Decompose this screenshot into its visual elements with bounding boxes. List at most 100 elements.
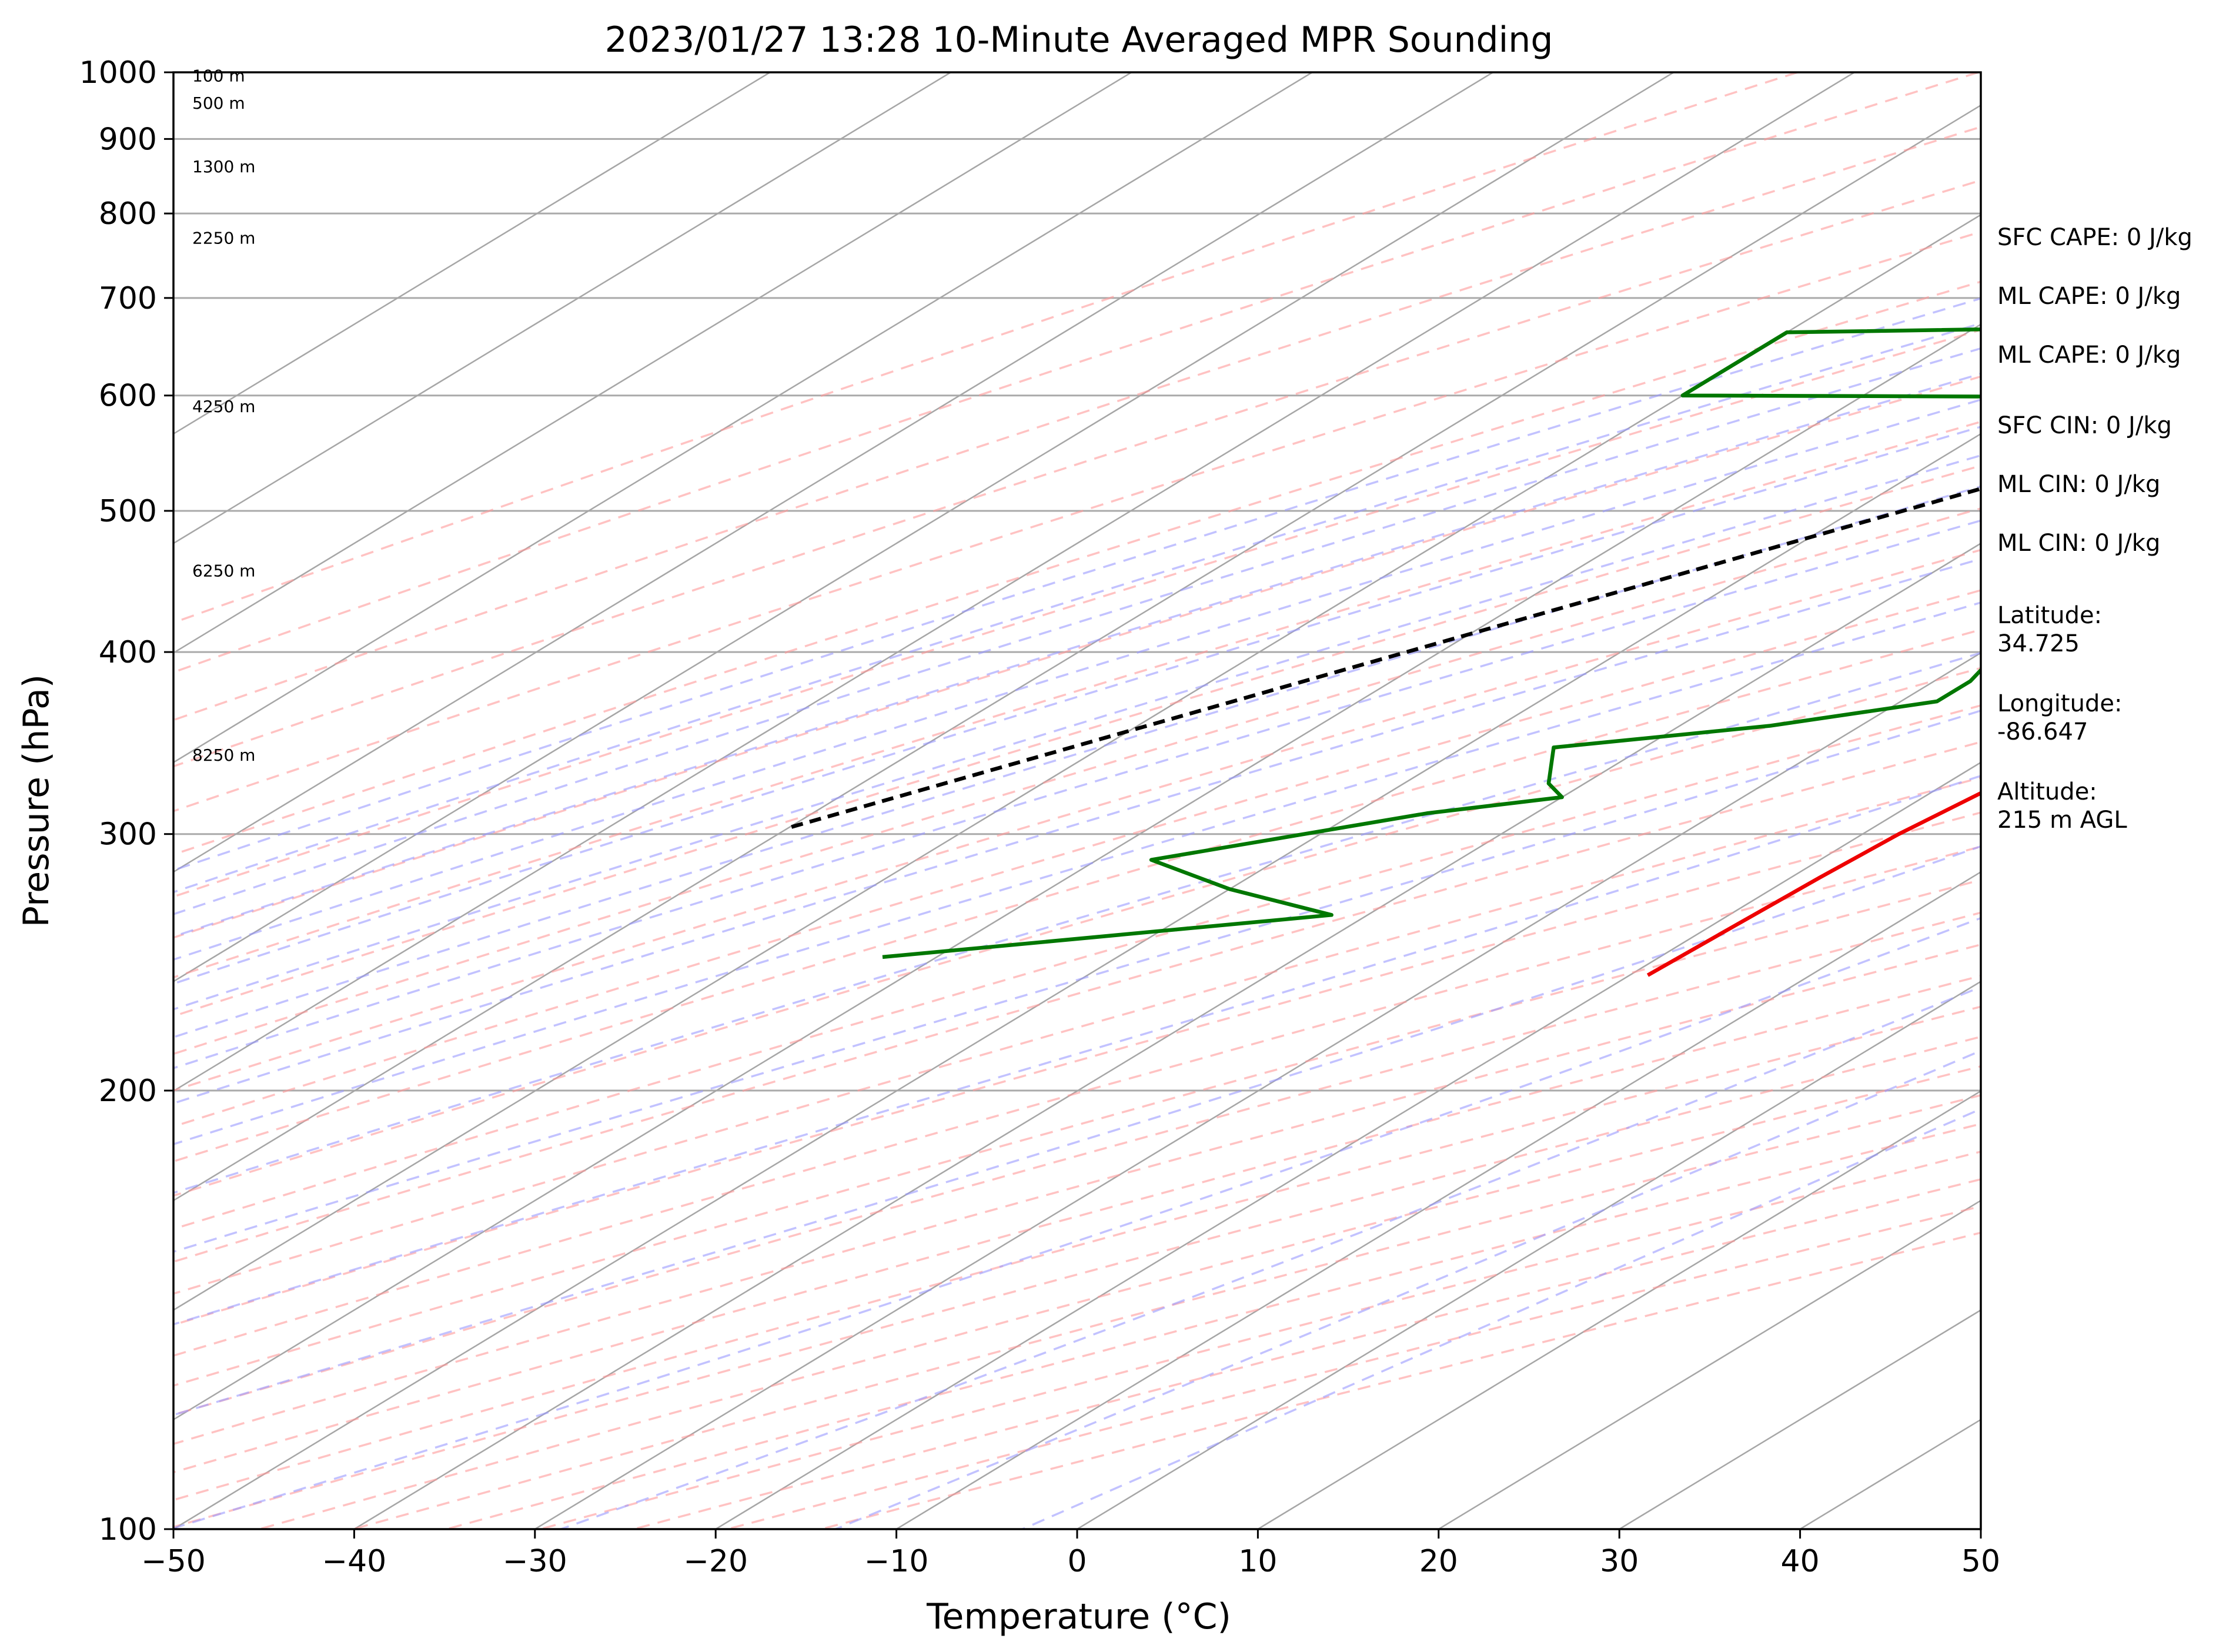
- y-tick-label: 400: [99, 635, 157, 670]
- isotherm-line: [173, 213, 1981, 1311]
- y-tick-label: 500: [99, 494, 157, 529]
- x-tick-label: 50: [1961, 1544, 2000, 1579]
- dry-adiabat: [173, 72, 1798, 624]
- isobar-gridlines: [173, 138, 1981, 1092]
- dry-adiabat: [173, 507, 1981, 1055]
- longitude-value: -86.647: [1997, 718, 2088, 745]
- dry-adiabat: [173, 126, 1981, 721]
- isotherm-line: [714, 761, 1981, 1529]
- moist-adiabat: [173, 845, 1981, 1416]
- isotherm-line: [173, 72, 1855, 1092]
- dry-adiabat: [173, 667, 1981, 1197]
- height-label: 8250 m: [192, 745, 255, 765]
- dry-adiabat: [173, 549, 1981, 1092]
- isotherm-line: [1256, 1090, 1981, 1529]
- chart-title: 2023/01/27 13:28 10-Minute Averaged MPR …: [605, 19, 1553, 61]
- ml-cape-text: ML CAPE: 0 J/kg: [1997, 283, 2181, 310]
- x-axis: −50 −40 −30 −20 −10 0 10 20 30 40 50: [141, 1529, 2000, 1579]
- dry-adiabat: [173, 911, 1981, 1416]
- plot-area: [173, 72, 1981, 1529]
- dry-adiabat: [173, 776, 1981, 1295]
- x-tick-label: 30: [1600, 1544, 1639, 1579]
- isotherm-line: [173, 323, 1981, 1421]
- sfc-cape-text: SFC CAPE: 0 J/kg: [1997, 224, 2192, 251]
- moist-adiabat: [173, 601, 1981, 1146]
- dewpoint-profile: [882, 327, 1981, 959]
- isotherm-line: [173, 72, 1493, 873]
- isotherm-line: [173, 72, 1313, 764]
- isotherm-line: [352, 542, 1981, 1529]
- isotherm-line: [533, 652, 1981, 1529]
- moist-adiabat: [173, 322, 1981, 894]
- isotherm-line: [173, 433, 1981, 1529]
- moist-adiabat: [173, 454, 1981, 1011]
- longitude-label: Longitude:: [1997, 690, 2122, 717]
- dry-adiabat: [173, 420, 1981, 979]
- isotherm-line: [173, 72, 1132, 654]
- moist-adiabat: [173, 557, 1981, 1105]
- dry-adiabat: [173, 179, 1981, 768]
- x-tick-label: −50: [141, 1544, 206, 1579]
- dry-adiabat: [173, 811, 1981, 1326]
- dry-adiabat: [173, 329, 1981, 898]
- dry-adiabat: [173, 375, 1981, 939]
- isotherm-line: [1617, 1309, 1981, 1529]
- isotherm-line: [1437, 1199, 1981, 1529]
- isotherm-line: [1075, 981, 1981, 1529]
- reference-dashed-line: [788, 486, 1981, 830]
- moist-adiabat: [173, 426, 1981, 985]
- height-label: 2250 m: [192, 228, 255, 248]
- height-label: 6250 m: [192, 561, 255, 580]
- isotherm-line: [895, 871, 1981, 1529]
- moist-adiabat: [173, 709, 1981, 1253]
- altitude-label: Altitude:: [1997, 778, 2097, 805]
- moist-adiabat: [173, 399, 1981, 961]
- height-labels: 8250 m 6250 m 4250 m 2250 m 1300 m 500 m 100 m: [192, 66, 255, 765]
- x-tick-label: −40: [322, 1544, 387, 1579]
- latitude-label: Latitude:: [1997, 602, 2102, 629]
- moist-adiabat: [173, 485, 1981, 1039]
- altitude-value: 215 m AGL: [1997, 807, 2127, 834]
- sfc-cin-text: SFC CIN: 0 J/kg: [1997, 412, 2172, 439]
- y-tick-label: 1000: [79, 55, 157, 91]
- dry-adiabat: [173, 741, 1981, 1263]
- height-label: 100 m: [192, 66, 245, 85]
- y-tick-label: 200: [99, 1074, 157, 1109]
- isotherm-line: [173, 72, 951, 544]
- y-tick-label: 100: [99, 1512, 157, 1547]
- height-label: 4250 m: [192, 397, 255, 416]
- y-tick-label: 900: [99, 122, 157, 157]
- height-label: 500 m: [192, 93, 245, 113]
- y-axis-label: Pressure (hPa): [16, 674, 57, 927]
- y-tick-label: 700: [99, 281, 157, 316]
- height-label: 1300 m: [192, 157, 255, 176]
- ml-cin-text: ML CIN: 0 J/kg: [1997, 471, 2160, 498]
- ml-cape-text-2: ML CAPE: 0 J/kg: [1997, 342, 2181, 369]
- x-tick-label: −30: [503, 1544, 567, 1579]
- ml-cin-text-2: ML CIN: 0 J/kg: [1997, 530, 2160, 557]
- x-tick-label: 0: [1067, 1544, 1087, 1579]
- moist-adiabat: [173, 347, 1981, 915]
- dry-adiabat: [173, 72, 1979, 674]
- dry-adiabats: [173, 72, 1981, 1529]
- x-tick-label: 20: [1419, 1544, 1458, 1579]
- isotherm-line: [173, 104, 1981, 1202]
- moist-adiabats: [173, 297, 1981, 1529]
- latitude-value: 34.725: [1997, 630, 2080, 657]
- dry-adiabat: [173, 878, 1981, 1387]
- stats-panel: SFC CAPE: 0 J/kg ML CAPE: 0 J/kg ML CAPE…: [1997, 224, 2192, 834]
- y-tick-label: 300: [99, 817, 157, 852]
- x-tick-label: 40: [1781, 1544, 1820, 1579]
- y-tick-label: 800: [99, 196, 157, 232]
- y-tick-label: 600: [99, 379, 157, 414]
- moist-adiabat: [173, 774, 1981, 1326]
- x-tick-label: −10: [864, 1544, 929, 1579]
- isotherm-line: [173, 72, 771, 435]
- dry-adiabat: [173, 628, 1981, 1163]
- x-axis-label: Temperature (°C): [926, 1596, 1231, 1637]
- sounding-series: [788, 327, 1981, 977]
- x-tick-label: 10: [1238, 1544, 1277, 1579]
- skewed-isotherms: [173, 72, 1981, 1529]
